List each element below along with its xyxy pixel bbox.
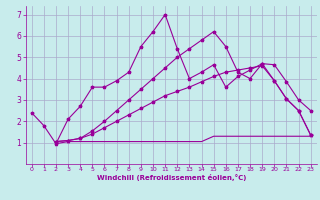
X-axis label: Windchill (Refroidissement éolien,°C): Windchill (Refroidissement éolien,°C)	[97, 174, 246, 181]
